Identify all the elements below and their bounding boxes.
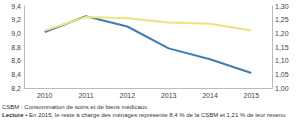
svg-text:1,10: 1,10 xyxy=(275,57,289,64)
svg-text:8,4: 8,4 xyxy=(11,71,21,78)
svg-text:2012: 2012 xyxy=(120,92,136,99)
svg-text:2011: 2011 xyxy=(78,92,93,99)
svg-text:9,0: 9,0 xyxy=(11,30,21,37)
svg-text:1,30: 1,30 xyxy=(275,3,289,10)
svg-text:1,05: 1,05 xyxy=(275,71,289,78)
html-text:Lecture • En 2015, le reste à: Lecture • En 2015, le reste à charge des… xyxy=(2,111,286,118)
svg-text:2013: 2013 xyxy=(161,92,177,99)
svg-text:9,4: 9,4 xyxy=(11,3,21,10)
svg-text:1,00: 1,00 xyxy=(275,85,289,92)
svg-text:8,6: 8,6 xyxy=(11,57,21,64)
html-text:CSBM : Consommation de soins e: CSBM : Consommation de soins et de biens… xyxy=(2,104,149,110)
svg-text:2015: 2015 xyxy=(244,92,260,99)
svg-text:2014: 2014 xyxy=(202,92,218,99)
svg-text:1,25: 1,25 xyxy=(275,16,289,23)
svg-text:1,15: 1,15 xyxy=(275,44,289,51)
svg-text:8,2: 8,2 xyxy=(11,85,21,92)
svg-text:9,2: 9,2 xyxy=(11,16,21,23)
svg-text:8,8: 8,8 xyxy=(11,44,21,51)
svg-text:1,20: 1,20 xyxy=(275,30,289,37)
svg-text:2010: 2010 xyxy=(37,92,53,99)
